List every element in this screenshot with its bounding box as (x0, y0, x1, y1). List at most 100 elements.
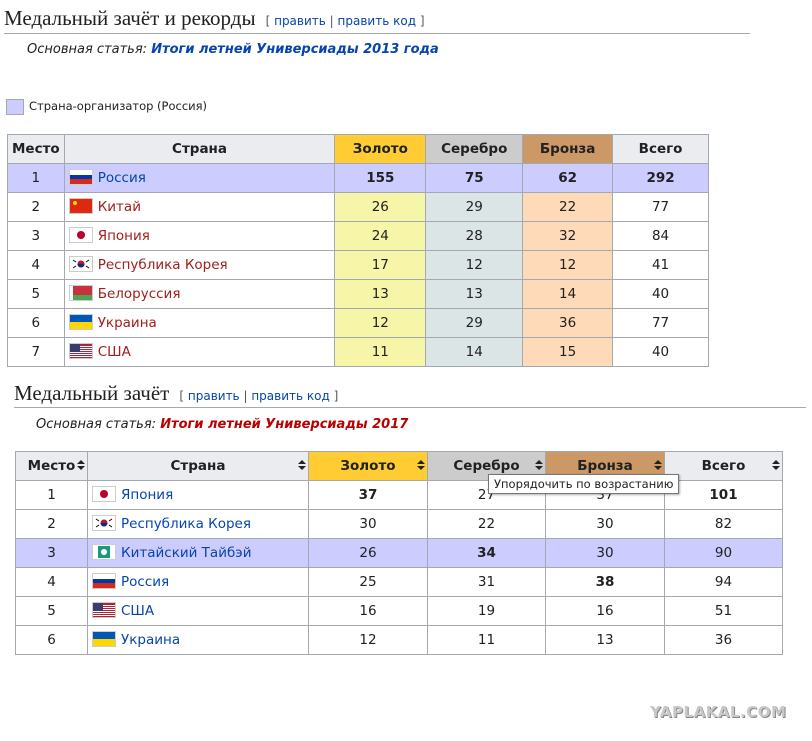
cell-value: 28 (465, 228, 483, 244)
tooltip: Упорядочить по возрастанию (488, 474, 680, 494)
country-link[interactable]: Республика Корея (121, 516, 251, 532)
cell-value: 155 (366, 170, 395, 186)
header-text: Серебро (441, 141, 508, 157)
country-link[interactable]: Белоруссия (97, 286, 181, 302)
flag (68, 314, 93, 330)
cell-value: 6 (47, 632, 56, 648)
cell-place: 6 (15, 625, 88, 655)
cell-value: 29 (465, 315, 483, 331)
country-link[interactable]: Республика Корея (97, 257, 228, 273)
cell-total: 36 (664, 625, 783, 655)
cell-value: 12 (359, 632, 377, 648)
country-link[interactable]: Россия (121, 574, 170, 590)
cell-country: США (87, 596, 309, 626)
cell-silver: 11 (427, 625, 546, 655)
cell-country: Россия (87, 567, 309, 597)
country-link[interactable]: Япония (97, 228, 150, 244)
country-link[interactable]: Япония (121, 487, 174, 503)
cell-country: США (63, 337, 336, 367)
hatnote-label: Основная статья: (27, 42, 148, 57)
country-link[interactable]: Россия (97, 170, 146, 186)
medal-table-2013: Место Страна Золото Серебро Бронза Всего 1 Росс… (7, 134, 709, 369)
section-heading: Медальный зачёт [ править | править код ] (14, 381, 338, 406)
cell-silver: 29 (425, 192, 524, 222)
header-text: Страна (172, 141, 227, 157)
cell-gold: 26 (308, 538, 428, 568)
cell-gold: 24 (334, 221, 427, 251)
cell-country: Украина (63, 308, 336, 338)
column-header: Золото (334, 134, 427, 164)
edit-link[interactable]: править (274, 14, 326, 28)
table-row: 7 США 11 14 15 40 (7, 337, 709, 367)
bracket: ] (333, 389, 339, 403)
edit-code-link[interactable]: править код (251, 389, 330, 403)
cell-silver: 14 (425, 337, 524, 367)
cell-bronze: 14 (522, 279, 614, 309)
heading-rule (14, 407, 806, 408)
column-header[interactable]: Всего (664, 451, 783, 481)
cell-total: 40 (612, 279, 709, 309)
cell-value: 13 (465, 286, 483, 302)
cell-place: 6 (7, 308, 65, 338)
cell-silver: 19 (427, 596, 546, 626)
host-row: 1 Россия 155 75 62 292 (7, 163, 709, 193)
column-header[interactable]: Страна (87, 451, 309, 481)
country-link[interactable]: Украина (121, 632, 181, 648)
header-text: Всего (701, 458, 746, 474)
bracket: [ (265, 14, 271, 28)
header-row: Место Страна Золото Серебро Бронза Всего (7, 134, 709, 164)
header-text: Бронза (577, 458, 633, 474)
edit-code-link[interactable]: править код (337, 14, 416, 28)
cell-gold: 155 (334, 163, 427, 193)
medal-table: Место Страна Золото Серебро Бронза Всего 1 Росс… (7, 134, 709, 367)
cell-value: 51 (714, 603, 733, 619)
country-link[interactable]: США (97, 344, 131, 360)
cell-place: 1 (7, 163, 65, 193)
hatnote-link[interactable]: Итоги летней Универсиады 2017 (160, 417, 409, 432)
watermark: YAPLAKAL.COM (650, 703, 787, 721)
cell-silver: 29 (425, 308, 524, 338)
column-header: Бронза (522, 134, 614, 164)
cell-value: 34 (477, 545, 496, 561)
bracket: ] (419, 14, 425, 28)
cell-place: 3 (7, 221, 65, 251)
cell-bronze: 32 (522, 221, 614, 251)
cell-value: 16 (359, 603, 377, 619)
separator: | (329, 14, 334, 28)
cell-total: 94 (664, 567, 783, 597)
cell-place: 4 (7, 250, 65, 280)
cell-value: 26 (371, 199, 389, 215)
cell-value: 11 (477, 632, 496, 648)
cell-value: 3 (47, 545, 56, 561)
cell-value: 13 (596, 632, 614, 648)
cell-value: 14 (465, 344, 483, 360)
flag (92, 544, 116, 560)
flag (92, 486, 116, 502)
cell-value: 62 (558, 170, 578, 186)
table-row: 3 Япония 24 28 32 84 (7, 221, 709, 251)
country-link[interactable]: США (121, 603, 155, 619)
flag (68, 198, 93, 214)
cell-country: Россия (63, 163, 336, 193)
legend-text: Страна-организатор (Россия) (29, 99, 208, 113)
flag (68, 256, 93, 272)
country-link[interactable]: Китайский Тайбэй (121, 545, 252, 561)
column-header[interactable]: Золото (308, 451, 428, 481)
cell-value: 5 (47, 603, 56, 619)
country-link[interactable]: Украина (97, 315, 157, 331)
cell-country: Республика Корея (63, 250, 336, 280)
edit-link[interactable]: править (187, 389, 240, 403)
cell-total: 292 (612, 163, 709, 193)
cell-bronze: 16 (545, 596, 665, 626)
cell-value: 12 (559, 257, 577, 273)
cell-value: 5 (31, 286, 41, 302)
country-link[interactable]: Китай (97, 199, 141, 215)
cell-silver: 31 (427, 567, 546, 597)
header-row: Место Страна Золото Серебро Бронза Всего (15, 451, 783, 481)
cell-place: 4 (15, 567, 88, 597)
column-header[interactable]: Место (15, 451, 88, 481)
hatnote-link[interactable]: Итоги летней Универсиады 2013 года (151, 42, 439, 57)
cell-value: 30 (596, 516, 614, 532)
cell-total: 51 (664, 596, 783, 626)
cell-value: 17 (371, 257, 389, 273)
